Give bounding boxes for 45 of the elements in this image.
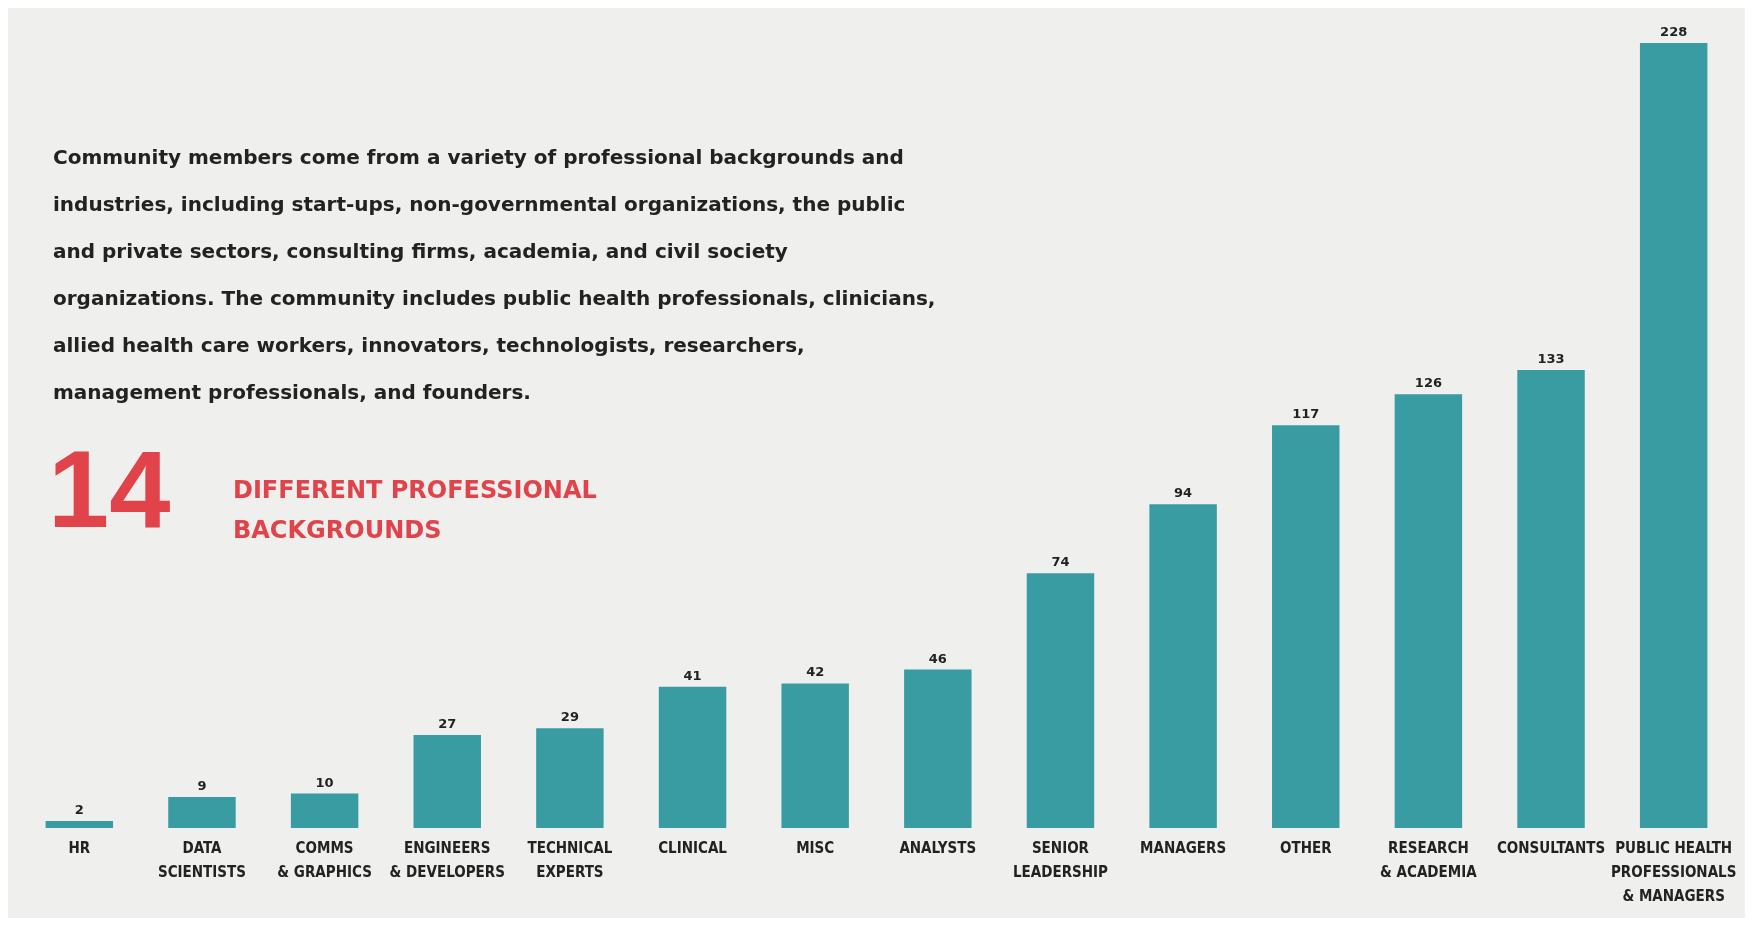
x-tick-label: PUBLIC HEALTH PROFESSIONALS & MANAGERS xyxy=(1610,839,1737,905)
bar xyxy=(536,728,604,828)
bar xyxy=(1272,425,1340,828)
x-tick-label: TECHNICAL EXPERTS xyxy=(527,839,613,881)
bar xyxy=(781,683,849,828)
data-label: 10 xyxy=(315,774,334,790)
x-tick-label: ANALYSTS xyxy=(899,839,977,857)
bar xyxy=(168,797,236,828)
bar xyxy=(1517,370,1585,828)
bar xyxy=(1026,573,1095,828)
bar xyxy=(1639,43,1708,828)
x-tick-label: ENGINEERS & DEVELOPERS xyxy=(389,839,505,881)
data-label: 42 xyxy=(806,664,825,680)
data-label: 228 xyxy=(1660,24,1688,39)
data-label: 9 xyxy=(197,778,207,794)
x-tick-label: MANAGERS xyxy=(1140,839,1227,857)
data-label: 126 xyxy=(1414,375,1442,391)
annotation: DIFFERENT PROFESSIONAL BACKGROUNDS xyxy=(233,476,597,544)
x-tick-label: COMMS & GRAPHICS xyxy=(277,839,372,881)
data-label: 46 xyxy=(928,650,947,666)
data-label: 27 xyxy=(438,716,457,732)
data-label: 41 xyxy=(683,667,702,683)
bar xyxy=(1149,504,1217,828)
bar xyxy=(1394,394,1463,828)
bar xyxy=(413,735,481,828)
data-label: 2 xyxy=(74,802,84,818)
x-tick-label: RESEARCH & ACADEMIA xyxy=(1380,839,1478,881)
data-label: 117 xyxy=(1292,406,1320,422)
data-label: 29 xyxy=(560,709,579,725)
x-tick-label: SENIOR LEADERSHIP xyxy=(1012,839,1109,881)
bar xyxy=(45,821,114,828)
x-tick-label: CONSULTANTS xyxy=(1496,839,1606,857)
x-tick-label: CLINICAL xyxy=(658,839,728,857)
annotation: Community members come from a variety of professional backgrounds and industries, including start-ups, non-governmental organizations, the public and private sectors, consulting firms, academia, and civil society organizations. The community includes public health professionals, clinicians, allied health care workers, innovators, technologists, researchers, management professionals, and founders. xyxy=(53,144,943,404)
data-label: 133 xyxy=(1537,351,1565,367)
bar xyxy=(290,793,359,828)
bar xyxy=(658,686,727,828)
annotation: 14 xyxy=(48,426,171,550)
x-tick-label: MISC xyxy=(796,839,835,857)
data-label: 94 xyxy=(1174,485,1193,501)
x-tick-label: HR xyxy=(68,839,91,857)
x-tick-label: DATA SCIENTISTS xyxy=(157,839,246,881)
x-tick-label: OTHER xyxy=(1279,839,1333,857)
data-label: 74 xyxy=(1051,554,1070,570)
bar xyxy=(904,669,972,828)
